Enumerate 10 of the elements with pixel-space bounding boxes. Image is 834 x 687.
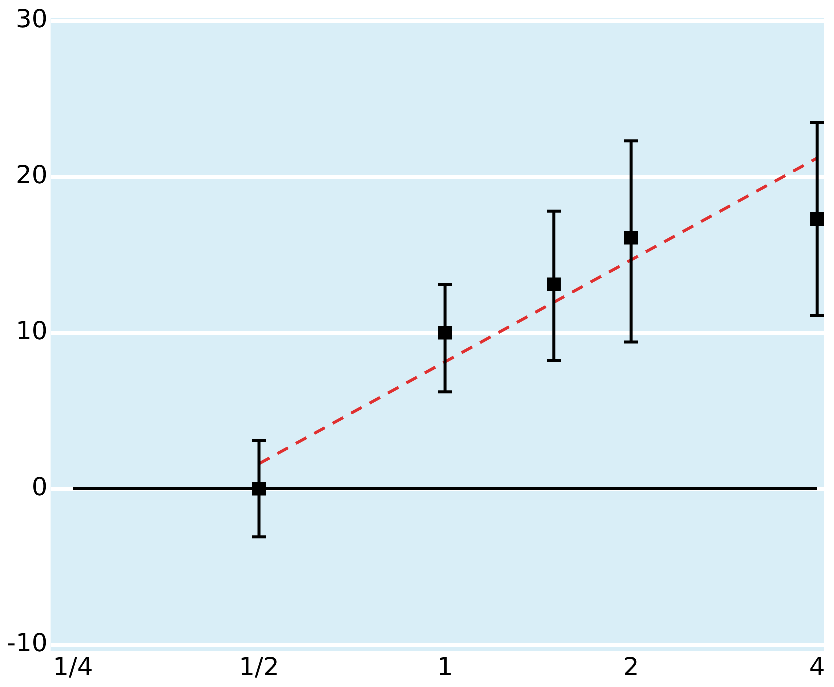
x-tick-label: 4 (809, 652, 826, 682)
x-tick-label: 1/4 (53, 652, 94, 682)
y-tick-label: 30 (16, 4, 48, 34)
x-tick-label: 1/2 (239, 652, 280, 682)
x-tick-label: 1 (437, 652, 454, 682)
x-tick-label: 2 (623, 652, 640, 682)
y-tick-label: 20 (16, 160, 48, 190)
y-tick-label: 10 (16, 316, 48, 346)
y-tick-label: -10 (6, 628, 48, 658)
y-tick-label: 0 (32, 472, 48, 502)
